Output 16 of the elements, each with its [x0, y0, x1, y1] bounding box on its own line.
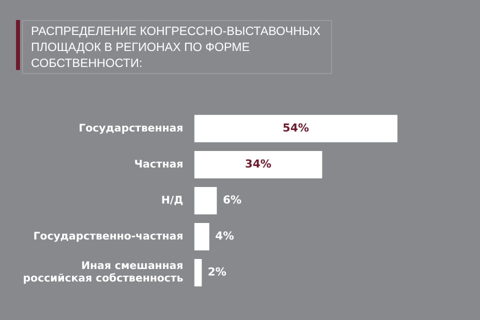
data-label: 54%: [282, 121, 310, 134]
y-tick-label: Государственно-частная: [33, 230, 184, 242]
y-tick-label: Частная: [134, 158, 184, 170]
bar: [194, 114, 398, 142]
data-label: 6%: [222, 194, 242, 207]
y-tick-label: Иная смешанная российская собственность: [22, 260, 184, 285]
chart-title: РАСПРЕДЕЛЕНИЕ КОНГРЕССНО-ВЫСТАВОЧНЫХ ПЛОЩАДОК В РЕГИОНАХ ПО ФОРМЕ СОБСТВЕННОСТИ:: [22, 20, 332, 74]
bar: [194, 186, 217, 214]
bar: [194, 222, 210, 250]
y-tick-label: Государственная: [78, 122, 184, 134]
bar: [194, 150, 322, 178]
bar: [194, 259, 202, 286]
y-tick-label: Н/Д: [161, 194, 184, 206]
data-label: 2%: [208, 266, 226, 279]
data-label: 34%: [245, 157, 272, 170]
data-label: 4%: [215, 230, 234, 243]
